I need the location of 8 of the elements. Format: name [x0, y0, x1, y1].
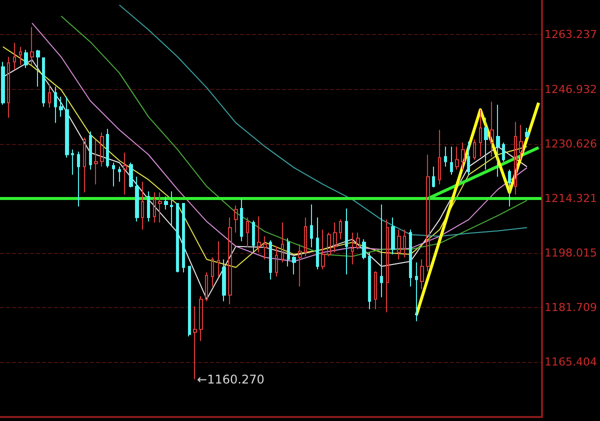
- y-tick-label: 1230.626: [544, 137, 598, 150]
- annotation: ←1160.270: [197, 372, 264, 386]
- y-tick-label: 1198.015: [544, 246, 598, 260]
- y-tick-label: 1246.932: [544, 82, 598, 96]
- y-tick-label: 1165.404: [544, 356, 598, 369]
- y-tick-label: 1263.237: [544, 28, 598, 42]
- y-tick-label: 1214.321: [544, 192, 598, 205]
- y-tick-label: 1181.709: [544, 301, 598, 314]
